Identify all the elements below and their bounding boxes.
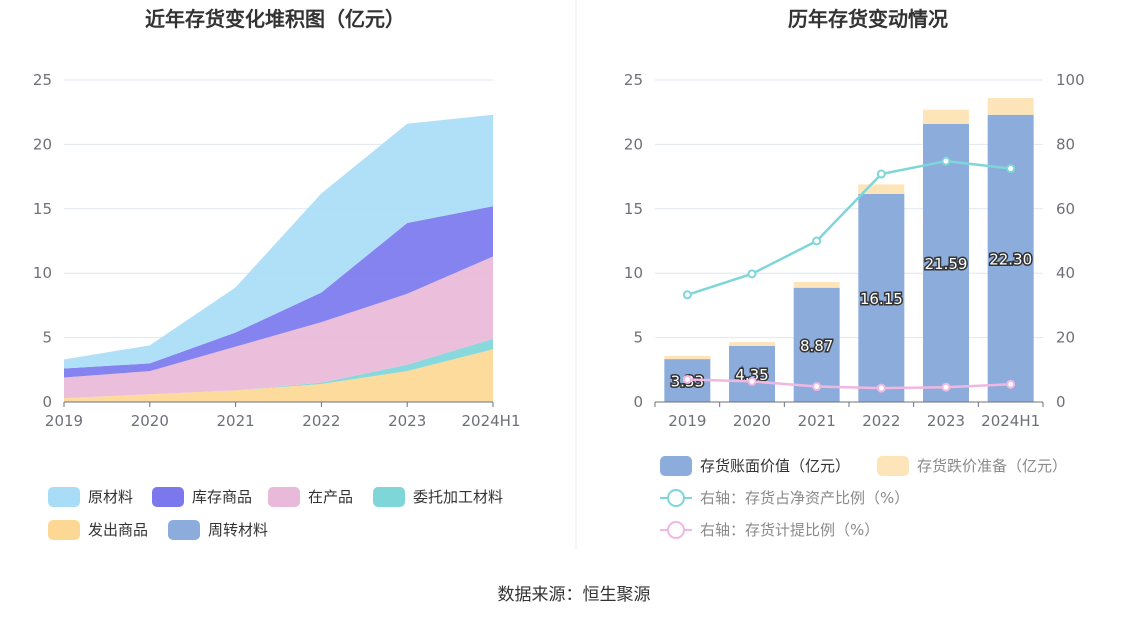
left-y-tick-label: 5 xyxy=(42,329,52,347)
line-series-1 xyxy=(687,378,1011,390)
left-x-tick-label: 2021 xyxy=(217,412,255,430)
right-legend-item[interactable]: 右轴：存货占净资产比例（%） xyxy=(660,489,909,507)
area-series-4 xyxy=(64,206,493,378)
left-x-tick-label: 2022 xyxy=(302,412,340,430)
right-legend-item[interactable]: 右轴：存货计提比例（%） xyxy=(660,521,879,539)
legend-marker xyxy=(667,489,685,507)
bar-book-value[interactable] xyxy=(858,193,905,402)
left-y-tick-label: 10 xyxy=(33,264,52,282)
line-point[interactable] xyxy=(876,383,886,393)
bar-impairment[interactable] xyxy=(729,342,775,346)
area-series-3 xyxy=(64,256,493,399)
legend-label: 周转材料 xyxy=(208,521,268,539)
line-series-0 xyxy=(686,159,1011,296)
legend-swatch xyxy=(268,487,300,507)
line-point[interactable] xyxy=(682,374,692,384)
bar-book-value[interactable] xyxy=(729,345,775,402)
right-x-tick-label: 2019 xyxy=(668,412,706,430)
line-point[interactable] xyxy=(812,236,822,246)
left-y-tick-label: 15 xyxy=(33,200,52,218)
legend-swatch xyxy=(48,520,80,540)
area-series-2 xyxy=(64,338,493,399)
right-x-tick-label: 2023 xyxy=(927,412,965,430)
line-point[interactable] xyxy=(941,156,951,166)
line-point[interactable] xyxy=(876,169,886,179)
line-point[interactable] xyxy=(812,382,822,392)
left-x-tick-label: 2019 xyxy=(45,412,83,430)
right-x-tick-label: 2024H1 xyxy=(981,412,1040,430)
left-y-tick-label: 20 xyxy=(33,135,52,153)
legend-swatch xyxy=(877,456,909,476)
right-y-tick-label: 0 xyxy=(633,393,643,411)
legend-label: 委托加工材料 xyxy=(413,488,503,506)
right-y-tick-label: 25 xyxy=(624,71,643,89)
line-point[interactable] xyxy=(747,376,757,386)
left-legend-item[interactable]: 委托加工材料 xyxy=(373,487,503,507)
right-y-tick-label: 10 xyxy=(624,264,643,282)
bar-value-label: 21.59 xyxy=(925,255,968,273)
stacked-area-chart: 近年存货变化堆积图（亿元） 0 5 10 15 20 25 2019 2020 2021 2022… xyxy=(33,7,521,540)
legend-label: 库存商品 xyxy=(192,488,252,506)
legend-swatch xyxy=(168,520,200,540)
left-y-tick-label: 0 xyxy=(42,393,52,411)
legend-label: 发出商品 xyxy=(88,521,148,539)
line-point[interactable] xyxy=(747,269,757,279)
line-point[interactable] xyxy=(1006,379,1016,389)
right-y-tick-label: 20 xyxy=(624,135,643,153)
area-series-5 xyxy=(64,114,493,369)
data-source: 数据来源：恒生聚源 xyxy=(498,585,651,605)
right-chart-title: 历年存货变动情况 xyxy=(788,7,948,31)
left-x-tick-label: 2020 xyxy=(131,412,169,430)
bar-impairment[interactable] xyxy=(664,355,711,360)
bar-impairment[interactable] xyxy=(793,281,840,288)
legend-swatch xyxy=(48,487,80,507)
left-legend-item[interactable]: 原材料 xyxy=(48,487,133,507)
area-series-0 xyxy=(64,349,493,402)
left-x-tick-label: 2024H1 xyxy=(462,412,521,430)
legend-label: 原材料 xyxy=(88,488,133,506)
left-legend-item[interactable]: 在产品 xyxy=(268,487,353,507)
bar-value-label: 22.30 xyxy=(989,250,1032,268)
bar-book-value[interactable] xyxy=(987,114,1034,402)
right-y2-tick-label: 80 xyxy=(1056,135,1075,153)
bar-impairment[interactable] xyxy=(987,98,1034,115)
left-y-tick-label: 25 xyxy=(33,71,52,89)
legend-label: 存货跌价准备（亿元） xyxy=(917,457,1067,475)
legend-label: 存货账面价值（亿元） xyxy=(700,457,850,475)
legend-marker xyxy=(667,521,685,539)
line-point[interactable] xyxy=(1006,164,1016,174)
right-x-tick-label: 2022 xyxy=(862,412,900,430)
right-x-tick-label: 2020 xyxy=(733,412,771,430)
legend-label: 在产品 xyxy=(308,488,353,506)
left-legend-item[interactable]: 发出商品 xyxy=(48,520,148,540)
left-legend-item[interactable]: 周转材料 xyxy=(168,520,268,540)
right-y-tick-label: 5 xyxy=(633,329,643,347)
right-y2-tick-label: 40 xyxy=(1056,264,1075,282)
bar-value-label: 16.15 xyxy=(860,290,903,308)
bar-impairment[interactable] xyxy=(923,109,969,124)
legend-label: 右轴：存货计提比例（%） xyxy=(700,521,879,539)
legend-swatch xyxy=(373,487,405,507)
right-legend-item[interactable]: 存货账面价值（亿元） xyxy=(660,456,850,476)
line-point[interactable] xyxy=(941,382,951,392)
right-y-tick-label: 15 xyxy=(624,200,643,218)
right-legend-item[interactable]: 存货跌价准备（亿元） xyxy=(877,456,1067,476)
line-point[interactable] xyxy=(682,290,692,300)
right-y2-tick-label: 100 xyxy=(1056,71,1085,89)
legend-swatch xyxy=(660,456,692,476)
left-legend-item[interactable]: 库存商品 xyxy=(152,487,252,507)
bar-impairment[interactable] xyxy=(858,184,905,194)
legend-swatch xyxy=(152,487,184,507)
left-chart-title: 近年存货变化堆积图（亿元） xyxy=(145,7,405,31)
right-y2-tick-label: 20 xyxy=(1056,329,1075,347)
right-x-tick-label: 2021 xyxy=(798,412,836,430)
right-y2-tick-label: 0 xyxy=(1056,393,1066,411)
bar-book-value[interactable] xyxy=(923,123,969,402)
right-y2-tick-label: 60 xyxy=(1056,200,1075,218)
legend-label: 右轴：存货占净资产比例（%） xyxy=(700,489,909,507)
left-x-tick-label: 2023 xyxy=(388,412,426,430)
bar-value-label: 8.87 xyxy=(800,337,833,355)
